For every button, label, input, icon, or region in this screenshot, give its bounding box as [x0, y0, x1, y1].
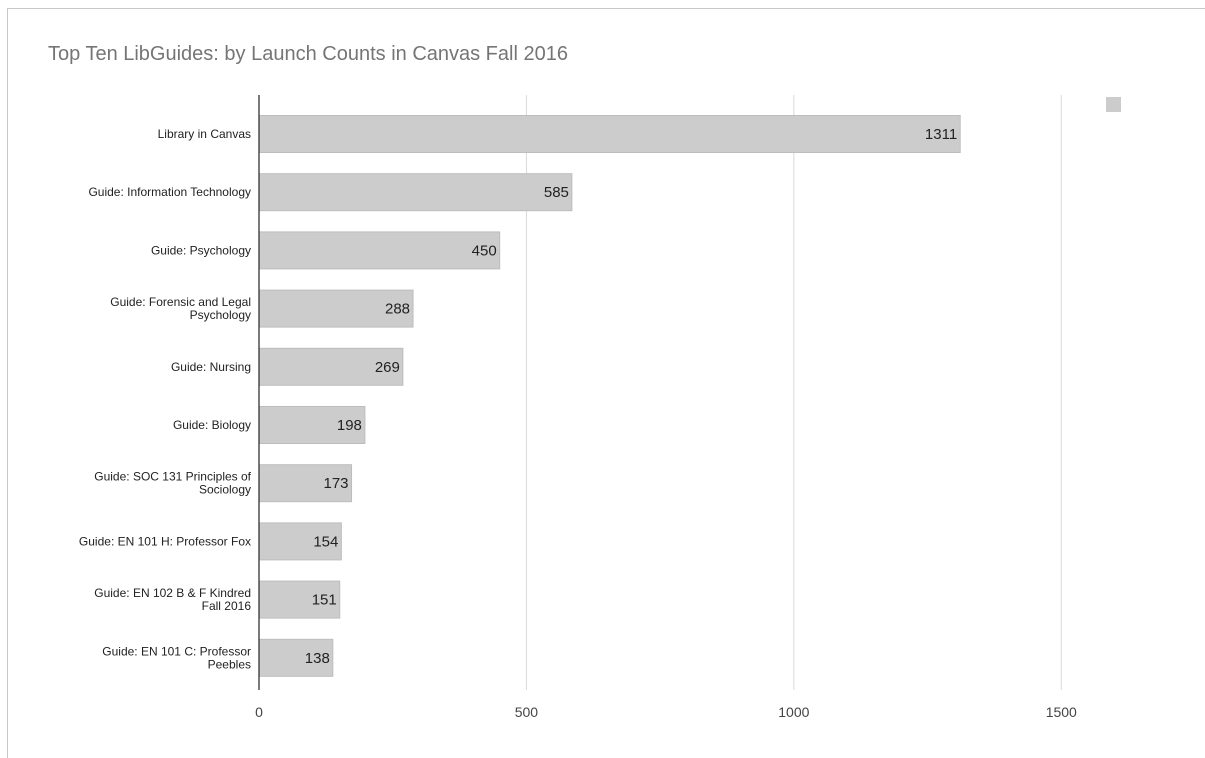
category-label: Guide: Psychology — [151, 243, 251, 257]
category-label: Guide: Forensic and Legal Psychology — [110, 295, 251, 322]
data-label: 585 — [544, 184, 569, 201]
category-label: Guide: EN 102 B & F Kindred Fall 2016 — [94, 586, 251, 613]
labels: 0 500 1000 1500 1311 Library in Canvas 585 Guid… — [79, 126, 1077, 720]
data-label: 1311 — [925, 126, 957, 143]
category-label: Library in Canvas — [158, 127, 251, 141]
category-label: Guide: EN 101 H: Professor Fox — [79, 534, 251, 548]
data-label: 288 — [385, 301, 410, 318]
legend — [1106, 97, 1121, 112]
category-label: Guide: EN 101 C: Professor Peebles — [102, 644, 251, 671]
grid-lines — [525, 95, 1062, 690]
x-tick-label: 1000 — [778, 704, 809, 720]
data-label: 173 — [323, 475, 348, 492]
category-label: Guide: Information Technology — [88, 185, 251, 199]
x-tick-label: 0 — [255, 704, 263, 720]
bar — [258, 347, 404, 386]
category-label: Guide: Nursing — [171, 360, 251, 374]
bar — [258, 580, 341, 619]
x-tick-label: 1500 — [1046, 704, 1077, 720]
data-label: 138 — [305, 650, 330, 667]
bar — [258, 115, 961, 153]
data-label: 154 — [313, 533, 338, 550]
bar — [258, 638, 334, 677]
bar — [258, 173, 573, 212]
legend-swatch — [1106, 97, 1121, 112]
bars — [258, 115, 961, 677]
chart-title: Top Ten LibGuides: by Launch Counts in C… — [48, 43, 568, 65]
x-tick-label: 500 — [515, 704, 539, 720]
data-label: 151 — [312, 592, 337, 609]
bar — [258, 231, 501, 270]
data-label: 450 — [472, 242, 497, 259]
bar — [258, 289, 414, 328]
data-label: 198 — [337, 417, 362, 434]
category-label: Guide: SOC 131 Principles of Sociology — [94, 470, 251, 497]
data-label: 269 — [375, 359, 400, 376]
category-label: Guide: Biology — [173, 418, 251, 432]
